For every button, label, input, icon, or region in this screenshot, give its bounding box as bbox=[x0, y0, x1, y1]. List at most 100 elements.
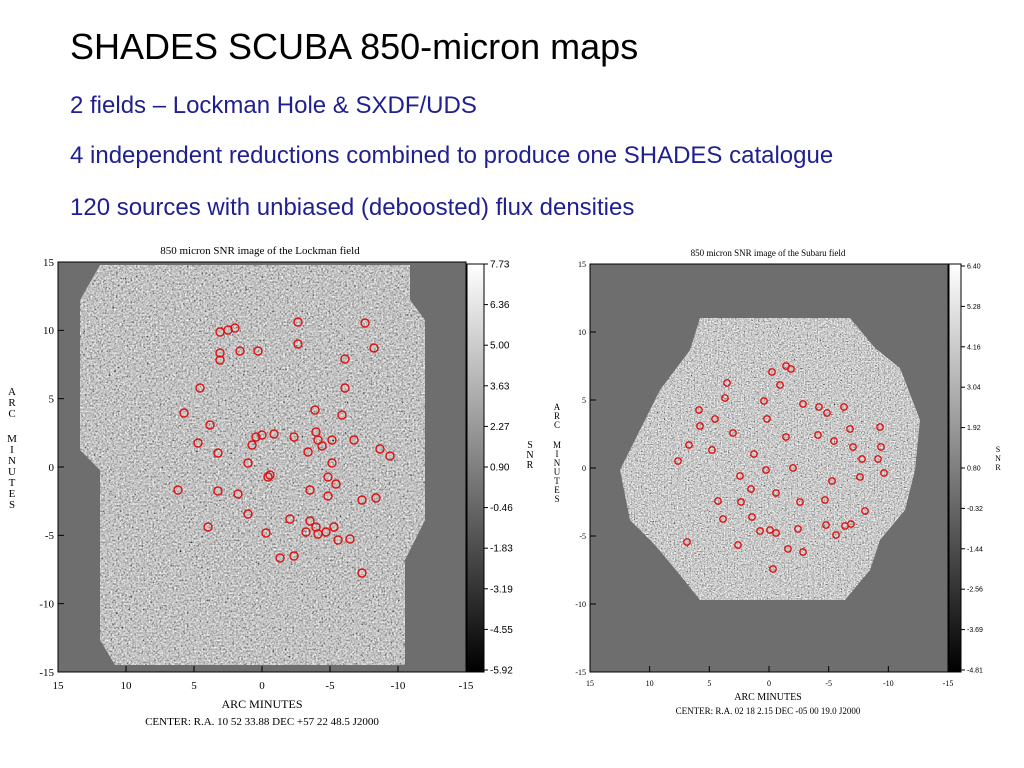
source-marker bbox=[674, 457, 682, 465]
source-marker bbox=[766, 526, 774, 534]
y-tick-label: -10 bbox=[575, 600, 586, 609]
colorbar-tick-label: 5.00 bbox=[490, 341, 510, 352]
colorbar-tick-label: 6.36 bbox=[490, 300, 510, 311]
source-marker bbox=[796, 498, 804, 506]
source-marker bbox=[734, 541, 742, 549]
colorbar-tick-label: 1.92 bbox=[967, 425, 981, 432]
x-tick-label: -5 bbox=[825, 679, 832, 688]
svg-text:N: N bbox=[8, 455, 16, 467]
colorbar-tick-label: 7.73 bbox=[490, 260, 510, 271]
source-marker bbox=[323, 472, 333, 482]
source-marker bbox=[375, 444, 385, 454]
source-marker bbox=[799, 400, 807, 408]
source-marker bbox=[205, 420, 215, 430]
colorbar-tick-label: 4.16 bbox=[967, 344, 981, 351]
source-marker bbox=[763, 415, 771, 423]
colorbar-tick-label: -0.46 bbox=[490, 503, 513, 514]
source-marker bbox=[832, 531, 840, 539]
source-marker bbox=[349, 435, 359, 445]
source-marker bbox=[768, 368, 776, 376]
source-marker bbox=[747, 485, 755, 493]
x-tick-label: -15 bbox=[459, 680, 474, 692]
x-tick-label: 10 bbox=[646, 679, 654, 688]
source-marker bbox=[794, 525, 802, 533]
x-tick-label: -10 bbox=[391, 680, 406, 692]
y-tick-label: -15 bbox=[39, 667, 54, 679]
source-marker bbox=[789, 464, 797, 472]
colorbar-tick-label: 5.28 bbox=[967, 304, 981, 311]
colorbar-tick-label: -3.69 bbox=[967, 627, 983, 634]
colorbar-tick-label: -4.81 bbox=[967, 667, 983, 674]
x-tick-label: 0 bbox=[259, 680, 265, 692]
source-marker bbox=[385, 451, 395, 461]
source-marker bbox=[849, 443, 857, 451]
y-tick-label: -5 bbox=[45, 530, 55, 542]
source-marker bbox=[193, 438, 203, 448]
colorbar-tick-label: 3.04 bbox=[967, 385, 981, 392]
source-marker bbox=[340, 354, 350, 364]
x-tick-label: -15 bbox=[943, 679, 954, 688]
source-marker bbox=[787, 365, 795, 373]
lockman-colorbar-ticks: 7.73 6.36 5.00 3.63 2.27 0.90 -0.46 -1.83 -3.19 -… bbox=[484, 260, 513, 677]
source-marker bbox=[729, 429, 737, 437]
bullet-fields: 2 fields – Lockman Hole & SXDF/UDS bbox=[70, 92, 477, 119]
source-marker bbox=[357, 568, 367, 578]
y-tick-label: 15 bbox=[578, 260, 586, 269]
colorbar-tick-label: -3.19 bbox=[490, 584, 513, 595]
source-marker bbox=[305, 485, 315, 495]
svg-text:M: M bbox=[7, 433, 17, 445]
source-marker bbox=[823, 409, 831, 417]
y-tick-label: 15 bbox=[43, 257, 55, 269]
colorbar-tick-label: 3.63 bbox=[490, 381, 510, 392]
source-marker bbox=[814, 431, 822, 439]
subaru-y-ticks: 15 10 5 0 -5 -10 -15 bbox=[575, 260, 596, 677]
source-marker bbox=[736, 472, 744, 480]
source-marker bbox=[360, 318, 370, 328]
source-marker bbox=[303, 447, 313, 457]
source-marker bbox=[317, 441, 327, 451]
colorbar-tick-label: 2.27 bbox=[490, 422, 510, 433]
bullet-reductions: 4 independent reductions combined to pro… bbox=[70, 142, 834, 169]
colorbar-tick-label: -2.56 bbox=[967, 587, 983, 594]
source-marker bbox=[369, 343, 379, 353]
source-marker bbox=[243, 458, 253, 468]
source-marker bbox=[371, 493, 381, 503]
x-tick-label: 15 bbox=[586, 679, 594, 688]
source-marker bbox=[235, 346, 245, 356]
source-marker bbox=[861, 507, 869, 515]
lockman-y-axis-label: A R C M I N U T E S bbox=[7, 386, 17, 511]
source-marker bbox=[215, 355, 225, 365]
svg-text:M: M bbox=[553, 440, 561, 450]
source-marker bbox=[323, 491, 333, 501]
subaru-center-coords: CENTER: R.A. 02 18 2.15 DEC -05 00 19.0 … bbox=[676, 706, 861, 716]
y-tick-label: 5 bbox=[49, 394, 55, 406]
source-marker bbox=[760, 397, 768, 405]
lockman-source-markers bbox=[173, 317, 395, 578]
y-tick-label: 10 bbox=[578, 328, 586, 337]
source-marker bbox=[310, 405, 320, 415]
lockman-noise-map bbox=[80, 265, 425, 665]
source-marker bbox=[215, 348, 225, 358]
colorbar-tick-label: 0.80 bbox=[967, 465, 981, 472]
source-marker bbox=[331, 479, 341, 489]
source-marker bbox=[822, 521, 830, 529]
source-marker bbox=[750, 450, 758, 458]
source-marker bbox=[719, 515, 727, 523]
subaru-panel: 850 micron SNR image of the Subaru field… bbox=[553, 248, 1001, 716]
source-marker bbox=[723, 379, 731, 387]
source-marker bbox=[762, 466, 770, 474]
source-marker bbox=[179, 408, 189, 418]
svg-text:A: A bbox=[8, 386, 16, 398]
source-marker bbox=[265, 470, 275, 480]
source-marker bbox=[858, 455, 866, 463]
colorbar-tick-label: -5.92 bbox=[490, 666, 513, 677]
source-marker bbox=[195, 383, 205, 393]
source-marker bbox=[874, 455, 882, 463]
source-marker bbox=[321, 527, 331, 537]
svg-text:A: A bbox=[554, 402, 561, 412]
source-marker bbox=[685, 441, 693, 449]
source-marker bbox=[880, 469, 888, 477]
source-marker bbox=[345, 534, 355, 544]
source-marker bbox=[840, 403, 848, 411]
source-marker bbox=[683, 538, 691, 546]
